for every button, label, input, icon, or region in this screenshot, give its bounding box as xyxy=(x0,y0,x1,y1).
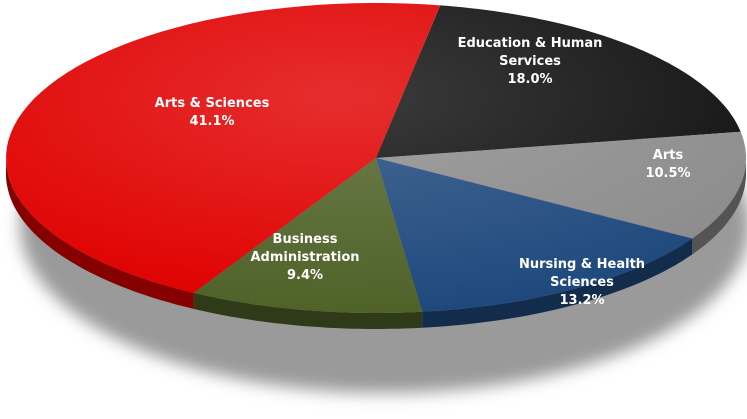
value-label: 13.2% xyxy=(559,293,605,308)
category-label: Arts xyxy=(652,148,684,163)
value-label: 41.1% xyxy=(189,114,235,129)
category-label: Business Administration xyxy=(250,232,360,265)
category-label: Arts & Sciences xyxy=(154,96,270,111)
value-label: 9.4% xyxy=(286,268,324,283)
slice-label: Education & Human Services 18.0% xyxy=(455,35,605,89)
category-label: Education & Human Services xyxy=(457,36,603,69)
category-label: Nursing & Health Sciences xyxy=(518,257,646,290)
slice-label: Arts & Sciences 41.1% xyxy=(142,95,282,131)
value-label: 18.0% xyxy=(507,72,553,87)
slice-label: Arts 10.5% xyxy=(638,147,698,183)
slice-label: Nursing & Health Sciences 13.2% xyxy=(507,256,657,310)
value-label: 10.5% xyxy=(645,166,691,181)
slice-label: Business Administration 9.4% xyxy=(245,231,365,285)
